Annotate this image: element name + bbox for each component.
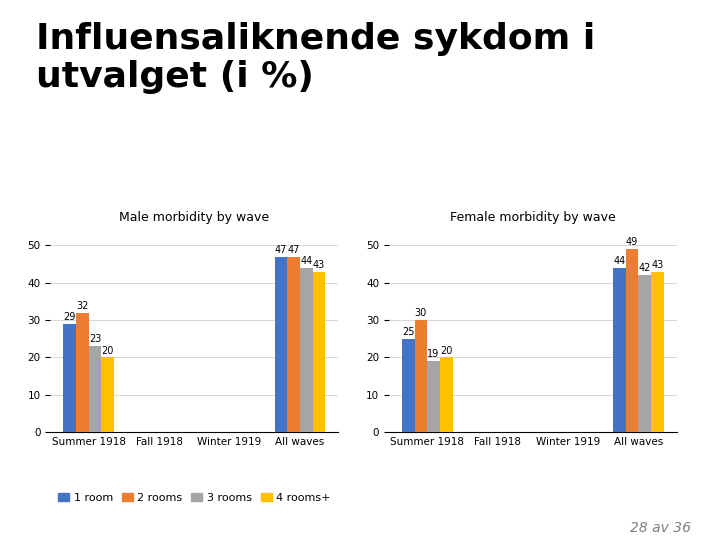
Text: 20: 20: [440, 346, 452, 355]
Text: 43: 43: [652, 260, 664, 269]
Bar: [402, 339, 415, 432]
Legend: 1 room, 2 rooms, 3 rooms, 4 rooms+: 1 room, 2 rooms, 3 rooms, 4 rooms+: [53, 489, 336, 508]
Text: 23: 23: [89, 334, 102, 345]
Text: 44: 44: [300, 256, 312, 266]
Text: 43: 43: [313, 260, 325, 269]
Text: 25: 25: [402, 327, 415, 337]
Text: 42: 42: [639, 264, 651, 273]
Text: 47: 47: [287, 245, 300, 255]
Bar: [651, 272, 664, 432]
Bar: [427, 361, 440, 432]
Text: 28 av 36: 28 av 36: [630, 521, 691, 535]
Text: 49: 49: [626, 237, 638, 247]
Title: Female morbidity by wave: Female morbidity by wave: [450, 211, 616, 224]
Bar: [287, 256, 300, 432]
Bar: [76, 313, 89, 432]
Text: 29: 29: [63, 312, 76, 322]
Text: 44: 44: [613, 256, 626, 266]
Bar: [639, 275, 651, 432]
Text: 20: 20: [102, 346, 114, 355]
Bar: [312, 272, 325, 432]
Bar: [440, 357, 453, 432]
Bar: [274, 256, 287, 432]
Title: Male morbidity by wave: Male morbidity by wave: [120, 211, 269, 224]
Bar: [626, 249, 639, 432]
Text: 30: 30: [415, 308, 427, 318]
Text: 19: 19: [428, 349, 440, 359]
Text: 47: 47: [275, 245, 287, 255]
Bar: [102, 357, 114, 432]
Text: 32: 32: [76, 301, 89, 310]
Bar: [63, 324, 76, 432]
Bar: [415, 320, 427, 432]
Bar: [300, 268, 312, 432]
Bar: [89, 346, 102, 432]
Text: Influensaliknende sykdom i
utvalget (i %): Influensaliknende sykdom i utvalget (i %…: [36, 22, 595, 93]
Bar: [613, 268, 626, 432]
